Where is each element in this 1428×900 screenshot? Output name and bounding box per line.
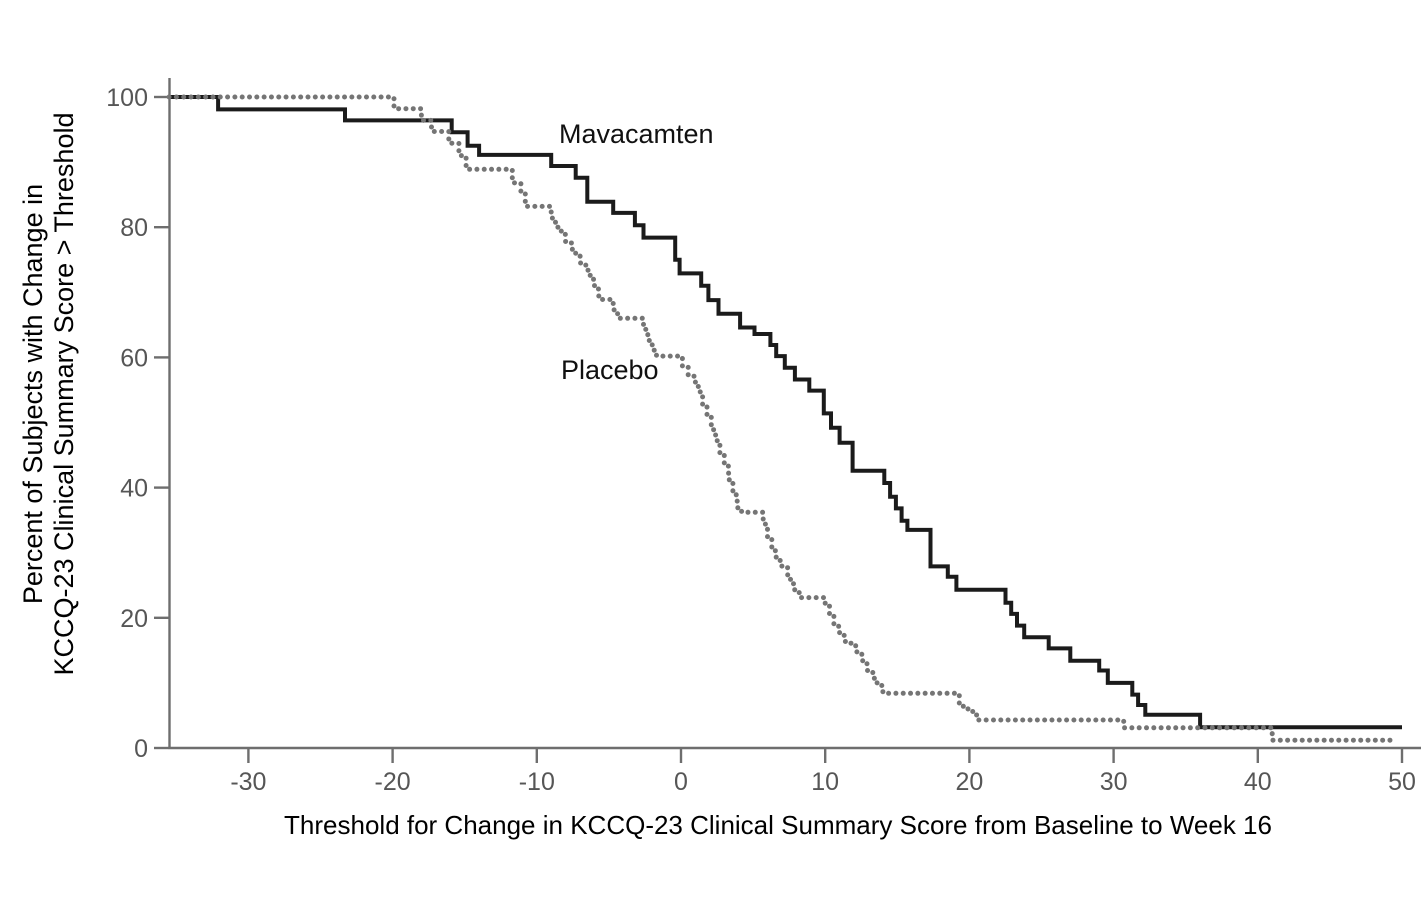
series-curve-placebo <box>166 94 1396 743</box>
y-axis-title-line1: Percent of Subjects with Change in <box>18 183 48 605</box>
x-tick-label: 0 <box>674 768 688 796</box>
x-tick-label: 20 <box>955 768 983 796</box>
y-tick-label: 60 <box>120 344 148 372</box>
x-tick-label: -30 <box>230 768 266 796</box>
x-tick-label: 50 <box>1388 768 1416 796</box>
series-curve-mavacamten <box>169 95 1402 730</box>
y-axis-title-line2: KCCQ-23 Clinical Summary Score > Thresho… <box>49 112 79 676</box>
y-tick-label: 40 <box>120 475 148 503</box>
y-tick-label: 20 <box>120 605 148 633</box>
series-label-mavacamten: Mavacamten <box>559 119 714 149</box>
series-label-placebo: Placebo <box>561 355 659 385</box>
y-axis-title: Percent of Subjects with Change in KCCQ-… <box>18 113 80 676</box>
x-tick-label: 10 <box>811 768 839 796</box>
y-tick-label: 100 <box>106 84 148 112</box>
x-tick-label: -20 <box>375 768 411 796</box>
x-tick-label: -10 <box>519 768 555 796</box>
x-tick-label: 40 <box>1244 768 1272 796</box>
y-tick-label: 80 <box>120 214 148 242</box>
x-axis-title: Threshold for Change in KCCQ-23 Clinical… <box>284 810 1272 840</box>
x-tick-label: 30 <box>1100 768 1128 796</box>
y-tick-label: 0 <box>134 735 148 763</box>
